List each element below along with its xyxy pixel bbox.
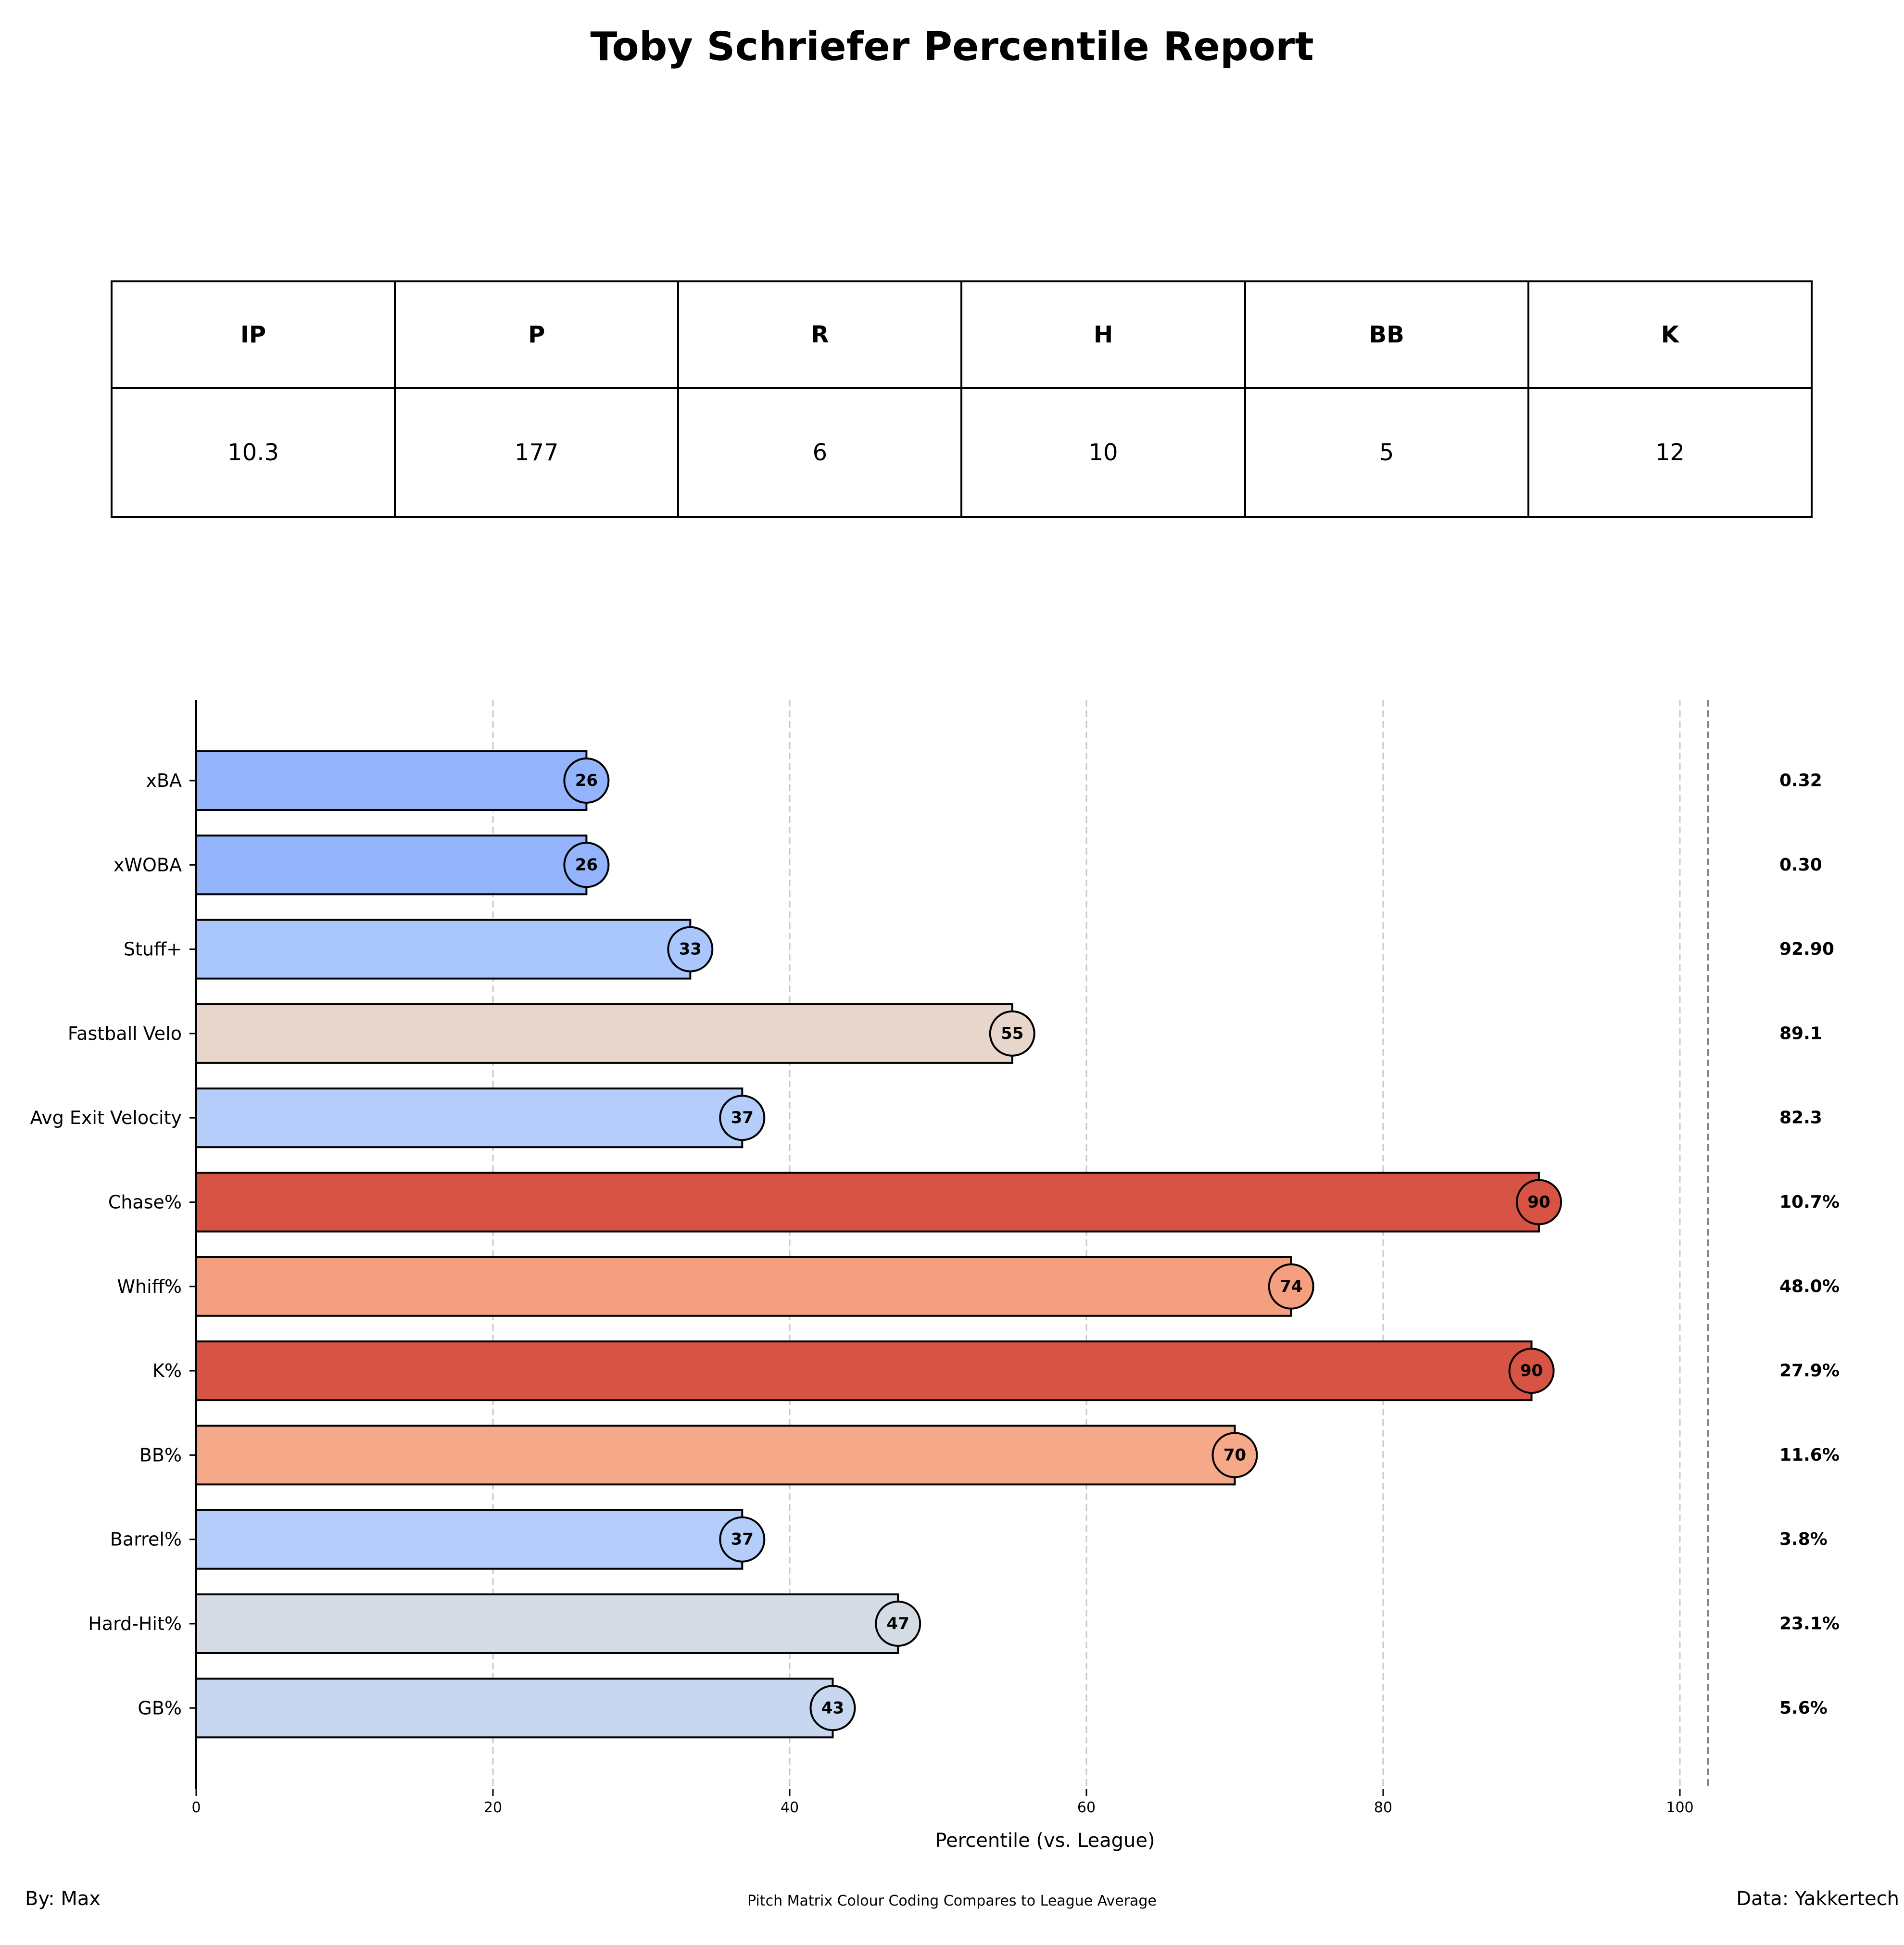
percentile-marker bbox=[563, 758, 610, 804]
bar bbox=[195, 1593, 899, 1654]
stats-value-cell: 177 bbox=[394, 387, 680, 518]
category-label: Barrel% bbox=[110, 1529, 182, 1550]
stat-value: 82.3 bbox=[1779, 1108, 1822, 1128]
data-label: 26 bbox=[575, 771, 598, 790]
category-label: xWOBA bbox=[113, 854, 182, 875]
stat-value: 89.1 bbox=[1779, 1023, 1822, 1043]
x-tick-label: 60 bbox=[1077, 1799, 1096, 1816]
data-label: 55 bbox=[1001, 1024, 1023, 1043]
data-label: 43 bbox=[821, 1698, 844, 1718]
x-axis-label: Percentile (vs. League) bbox=[935, 1830, 1155, 1852]
footer-note: Pitch Matrix Colour Coding Compares to L… bbox=[747, 1893, 1157, 1909]
category-label: Chase% bbox=[108, 1192, 182, 1213]
stat-value: 0.32 bbox=[1779, 771, 1822, 791]
stats-header-cell: K bbox=[1527, 280, 1813, 389]
x-tick-label: 20 bbox=[484, 1799, 502, 1816]
percentile-marker bbox=[563, 842, 610, 888]
bar bbox=[195, 1509, 744, 1570]
stat-value: 23.1% bbox=[1779, 1614, 1840, 1634]
data-label: 33 bbox=[679, 940, 702, 959]
bar bbox=[195, 1172, 1540, 1233]
category-label: Avg Exit Velocity bbox=[30, 1107, 182, 1128]
bar bbox=[195, 1087, 744, 1149]
data-label: 47 bbox=[887, 1614, 909, 1633]
x-tick-label: 80 bbox=[1374, 1799, 1392, 1816]
percentile-marker bbox=[667, 926, 714, 972]
category-label: Stuff+ bbox=[124, 939, 182, 960]
category-label: BB% bbox=[139, 1444, 182, 1465]
footer-author: By: Max bbox=[25, 1888, 101, 1910]
category-label: Whiff% bbox=[117, 1276, 182, 1297]
percentile-marker bbox=[989, 1010, 1035, 1057]
stat-value: 0.30 bbox=[1779, 855, 1822, 875]
percentile-marker bbox=[1508, 1348, 1555, 1394]
stat-value: 11.6% bbox=[1779, 1445, 1840, 1465]
percentile-marker bbox=[1268, 1263, 1314, 1310]
bar bbox=[195, 1425, 1236, 1486]
stats-value-cell: 6 bbox=[677, 387, 963, 518]
percentile-marker bbox=[1515, 1179, 1562, 1225]
bar bbox=[195, 750, 588, 811]
stats-table: IP P R H BB K 10.3 177 6 10 5 12 bbox=[110, 280, 1813, 518]
stats-header-cell: R bbox=[677, 280, 963, 389]
bar bbox=[195, 1678, 834, 1739]
data-label: 70 bbox=[1223, 1445, 1246, 1465]
percentile-marker bbox=[809, 1685, 856, 1731]
stat-value: 92.90 bbox=[1779, 939, 1834, 959]
bar bbox=[195, 834, 588, 896]
data-label: 37 bbox=[731, 1108, 754, 1127]
percentile-marker bbox=[719, 1095, 766, 1141]
x-tick-label: 100 bbox=[1666, 1799, 1693, 1816]
stat-value: 48.0% bbox=[1779, 1276, 1840, 1296]
category-label: Fastball Velo bbox=[68, 1023, 182, 1044]
x-tick-label: 40 bbox=[781, 1799, 799, 1816]
bar bbox=[195, 919, 692, 980]
bar bbox=[195, 1256, 1292, 1317]
category-label: K% bbox=[152, 1360, 182, 1381]
stats-header-cell: IP bbox=[110, 280, 396, 389]
stats-value-row: 10.3 177 6 10 5 12 bbox=[110, 387, 1813, 518]
data-label: 26 bbox=[575, 855, 598, 874]
chart-title: Toby Schriefer Percentile Report bbox=[590, 24, 1314, 70]
stats-value-cell: 12 bbox=[1527, 387, 1813, 518]
category-label: xBA bbox=[146, 770, 182, 791]
stats-header-row: IP P R H BB K bbox=[110, 280, 1813, 389]
stats-header-cell: P bbox=[394, 280, 680, 389]
percentile-marker bbox=[1211, 1432, 1258, 1478]
stats-header-cell: BB bbox=[1244, 280, 1529, 389]
percentile-marker bbox=[875, 1601, 921, 1647]
bar bbox=[195, 1003, 1013, 1064]
data-label: 74 bbox=[1280, 1277, 1302, 1296]
stat-value: 10.7% bbox=[1779, 1192, 1840, 1212]
x-tick-label: 0 bbox=[191, 1799, 201, 1816]
category-label: Hard-Hit% bbox=[88, 1613, 182, 1634]
stats-value-cell: 5 bbox=[1244, 387, 1529, 518]
stats-value-cell: 10.3 bbox=[110, 387, 396, 518]
stats-header-cell: H bbox=[960, 280, 1246, 389]
data-label: 90 bbox=[1520, 1361, 1543, 1380]
footer-source: Data: Yakkertech bbox=[1736, 1888, 1899, 1910]
stat-value: 27.9% bbox=[1779, 1361, 1840, 1381]
stat-value: 5.6% bbox=[1779, 1698, 1828, 1718]
stat-value: 3.8% bbox=[1779, 1529, 1828, 1549]
stats-value-cell: 10 bbox=[960, 387, 1246, 518]
data-label: 90 bbox=[1527, 1193, 1550, 1212]
category-label: GB% bbox=[138, 1697, 182, 1718]
data-label: 37 bbox=[731, 1530, 754, 1549]
percentile-marker bbox=[719, 1516, 766, 1563]
bar bbox=[195, 1340, 1533, 1402]
